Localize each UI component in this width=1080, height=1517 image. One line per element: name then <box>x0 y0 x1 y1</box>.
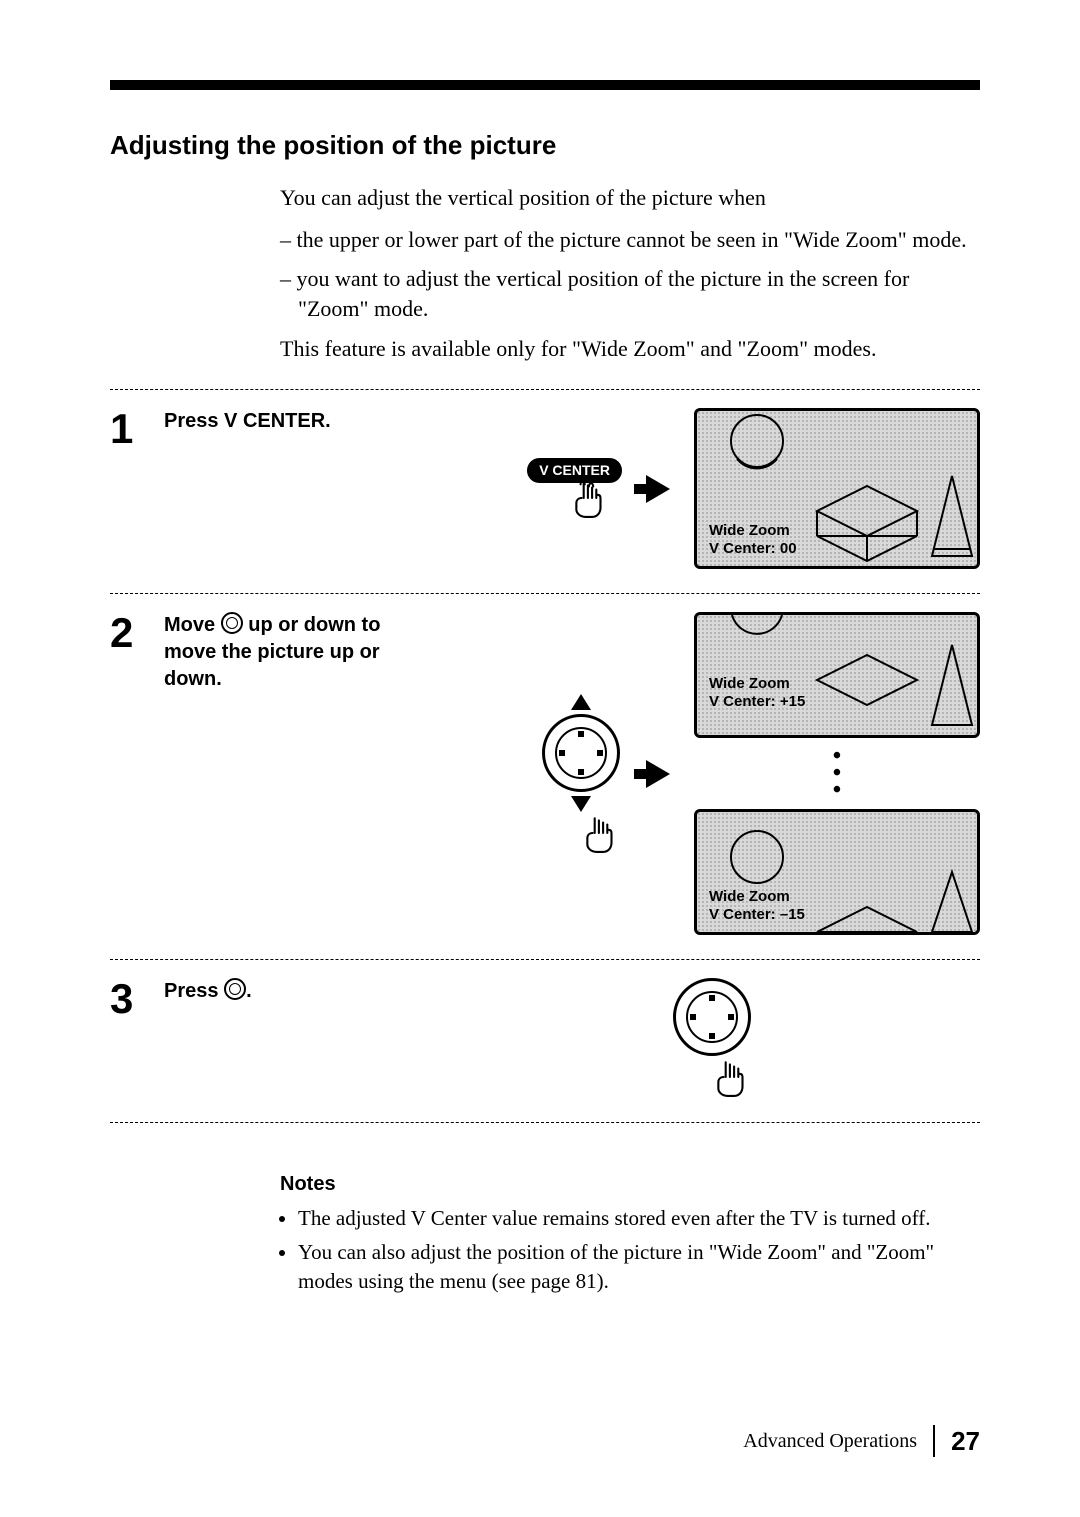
step-3-text-before: Press <box>164 980 224 1002</box>
step-2-text: Move up or down to move the picture up o… <box>164 612 424 934</box>
step-1: 1 Press V CENTER. V CENTER <box>110 390 980 594</box>
arrow-down-icon <box>571 796 591 812</box>
arrow-right-icon <box>646 760 670 788</box>
hand-icon <box>580 812 622 854</box>
joystick-illustration <box>671 978 753 1098</box>
step-3-text: Press . <box>164 978 424 1098</box>
notes-heading: Notes <box>280 1173 980 1196</box>
steps-list: 1 Press V CENTER. V CENTER <box>110 389 980 1122</box>
hand-icon <box>569 477 611 519</box>
joystick-big-icon <box>542 714 620 792</box>
osd-line1: Wide Zoom <box>707 522 792 540</box>
page-footer: Advanced Operations 27 <box>743 1425 980 1457</box>
step-3-graphics <box>444 978 980 1098</box>
osd-line1: Wide Zoom <box>707 888 792 906</box>
osd-line2: V Center: –15 <box>707 906 807 924</box>
arrow-up-icon <box>571 694 591 710</box>
step-1-graphics: V CENTER <box>444 408 980 569</box>
step-number: 3 <box>110 978 164 1098</box>
tv-preview-step1: Wide Zoom V Center: 00 <box>694 408 980 569</box>
top-rule <box>110 80 980 90</box>
notes-list: The adjusted V Center value remains stor… <box>280 1204 980 1295</box>
intro-tail: This feature is available only for "Wide… <box>280 334 980 364</box>
tv-preview-step2-top: Wide Zoom V Center: +15 <box>694 612 980 738</box>
osd-line2: V Center: +15 <box>707 693 807 711</box>
intro-bullet-1: – the upper or lower part of the picture… <box>280 225 980 255</box>
joystick-icon <box>221 612 243 634</box>
joystick-big-icon <box>673 978 751 1056</box>
step-number: 2 <box>110 612 164 934</box>
osd-line1: Wide Zoom <box>707 675 792 693</box>
osd-overlay: Wide Zoom V Center: +15 <box>707 675 807 711</box>
manual-page: Adjusting the position of the picture Yo… <box>0 0 1080 1517</box>
intro-bullet-2: – you want to adjust the vertical positi… <box>280 264 980 323</box>
vertical-dots-icon: ••• <box>833 748 841 798</box>
tv-preview-step2-bottom: Wide Zoom V Center: –15 <box>694 809 980 935</box>
arrow-right-icon <box>646 475 670 503</box>
footer-section: Advanced Operations <box>743 1430 917 1453</box>
osd-overlay: Wide Zoom V Center: 00 <box>707 522 799 558</box>
notes-section: Notes The adjusted V Center value remain… <box>280 1173 980 1295</box>
step-2: 2 Move up or down to move the picture up… <box>110 594 980 959</box>
step-2-graphics: Wide Zoom V Center: +15 ••• <box>444 612 980 934</box>
note-item: The adjusted V Center value remains stor… <box>298 1204 980 1232</box>
step-2-text-before: Move <box>164 614 221 636</box>
hand-icon <box>711 1056 753 1098</box>
step-3: 3 Press . <box>110 960 980 1123</box>
step-1-text: Press V CENTER. <box>164 408 424 569</box>
osd-line2: V Center: 00 <box>707 540 799 558</box>
section-heading: Adjusting the position of the picture <box>110 130 980 161</box>
note-item: You can also adjust the position of the … <box>298 1238 980 1295</box>
joystick-icon <box>224 978 246 1000</box>
remote-press-illustration: V CENTER <box>527 458 622 519</box>
tv-previews-step2: Wide Zoom V Center: +15 ••• <box>694 612 980 934</box>
step-3-text-after: . <box>246 980 252 1002</box>
osd-overlay: Wide Zoom V Center: –15 <box>707 888 807 924</box>
joystick-illustration <box>540 694 622 854</box>
footer-divider <box>933 1425 935 1457</box>
intro-lead: You can adjust the vertical position of … <box>280 183 980 213</box>
footer-page-number: 27 <box>951 1426 980 1457</box>
intro-block: You can adjust the vertical position of … <box>280 183 980 363</box>
step-number: 1 <box>110 408 164 569</box>
